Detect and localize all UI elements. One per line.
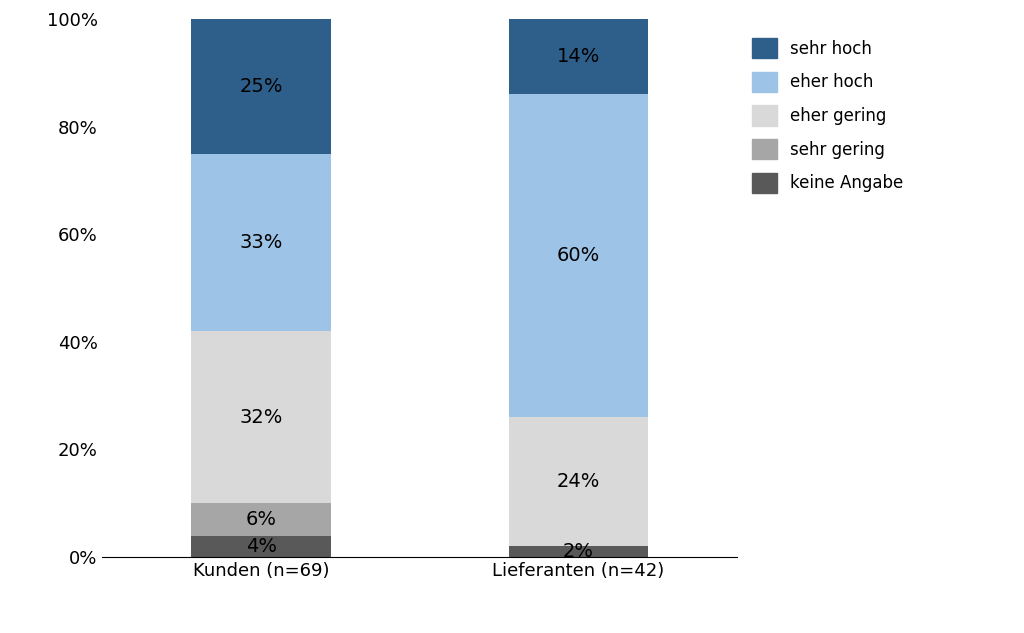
Bar	[509, 546, 648, 557]
Bar	[191, 19, 331, 154]
Text: 4%: 4%	[246, 537, 276, 556]
Text: 60%: 60%	[557, 246, 600, 265]
Bar	[509, 94, 648, 417]
Text: 24%: 24%	[557, 472, 600, 491]
Legend: sehr hoch, eher hoch, eher gering, sehr gering, keine Angabe: sehr hoch, eher hoch, eher gering, sehr …	[752, 38, 903, 193]
Text: 6%: 6%	[246, 510, 276, 529]
Bar	[509, 417, 648, 546]
Text: 2%: 2%	[563, 542, 594, 561]
Bar	[191, 503, 331, 536]
Text: 33%: 33%	[240, 233, 283, 252]
Bar	[509, 19, 648, 94]
Bar	[191, 154, 331, 331]
Text: 25%: 25%	[240, 77, 283, 96]
Text: 32%: 32%	[240, 408, 283, 427]
Bar	[191, 536, 331, 557]
Bar	[191, 331, 331, 503]
Text: 14%: 14%	[557, 47, 600, 66]
